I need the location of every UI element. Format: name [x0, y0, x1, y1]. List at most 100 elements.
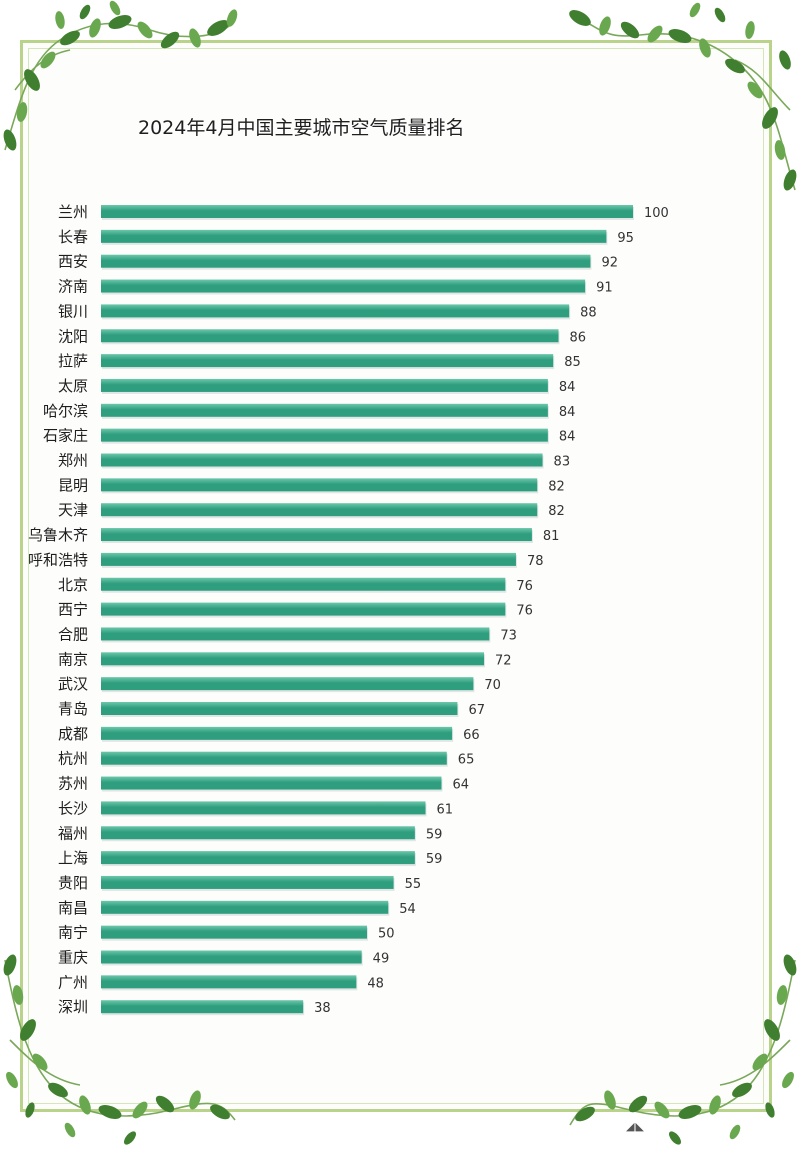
leaf-icon: [752, 1053, 768, 1071]
category-label: 贵阳: [58, 874, 88, 892]
category-label: 杭州: [58, 750, 88, 768]
bar-25: [101, 826, 415, 840]
value-label: 81: [543, 529, 560, 544]
category-label: 昆明: [58, 476, 88, 494]
category-label: 重庆: [58, 949, 88, 967]
leaf-icon: [210, 1104, 230, 1120]
bar-17: [101, 627, 490, 641]
category-label: 南京: [58, 650, 88, 668]
leaf-icon: [109, 0, 121, 16]
value-label: 91: [596, 281, 613, 296]
leaf-icon: [783, 954, 797, 976]
bar-20: [101, 702, 458, 715]
value-label: 50: [378, 927, 395, 942]
value-label: 84: [559, 380, 576, 395]
value-label: 61: [437, 802, 454, 817]
leaf-icon: [628, 1095, 648, 1113]
leaf-icon: [64, 1122, 76, 1138]
leaf-icon: [108, 15, 132, 29]
leaf-icon: [699, 38, 711, 58]
leaf-icon: [745, 21, 755, 39]
value-label: 84: [559, 430, 576, 445]
leaf-icon: [783, 169, 797, 191]
leaf-icon: [226, 9, 238, 27]
chart-title: 2024年4月中国主要城市空气质量排名: [138, 117, 465, 139]
category-label: 长春: [58, 228, 88, 246]
bar-11: [101, 478, 538, 492]
leaf-icon: [189, 1090, 201, 1110]
value-label: 38: [314, 1001, 331, 1016]
leaf-icon: [689, 2, 701, 18]
value-label: 73: [500, 628, 517, 643]
leaf-icon: [774, 140, 786, 160]
vine-stem: [14, 49, 71, 91]
category-label: 太原: [58, 377, 88, 395]
leaf-icon: [714, 7, 726, 23]
leaf-icon: [155, 1095, 175, 1113]
category-label: 乌鲁木齐: [28, 526, 88, 544]
value-label: 85: [564, 355, 581, 370]
category-label: 北京: [58, 576, 88, 594]
bar-0: [101, 205, 633, 218]
bar-21: [101, 726, 453, 740]
category-label: 福州: [58, 824, 88, 842]
bar-12: [101, 503, 538, 517]
category-label: 天津: [58, 501, 88, 519]
leaf-icon: [40, 51, 56, 69]
leaf-icon: [599, 16, 611, 36]
category-label: 上海: [58, 849, 88, 867]
category-label: 呼和浩特: [28, 551, 88, 569]
leaf-icon: [16, 102, 28, 122]
bar-27: [101, 875, 394, 889]
leaf-icon: [779, 50, 791, 70]
page-frame-inner: [28, 48, 764, 1104]
leaf-icon: [3, 954, 17, 976]
leaf-icon: [24, 69, 40, 91]
value-label: 95: [617, 231, 634, 246]
bar-15: [101, 577, 506, 591]
leaf-icon: [189, 28, 201, 48]
leaf-icon: [132, 1101, 148, 1119]
bar-22: [101, 751, 447, 765]
bar-23: [101, 776, 442, 790]
leaf-icon: [55, 11, 65, 29]
category-label: 武汉: [58, 675, 88, 693]
value-label: 82: [548, 479, 565, 494]
value-label: 65: [458, 753, 475, 768]
bar-26: [101, 851, 415, 865]
leaf-icon: [20, 1019, 36, 1041]
leaf-icon: [668, 29, 692, 43]
bar-5: [101, 329, 559, 343]
category-label: 西宁: [58, 601, 88, 619]
leaf-icon: [747, 81, 763, 99]
bar-10: [101, 453, 543, 467]
category-label: 沈阳: [58, 327, 88, 345]
value-label: 76: [516, 604, 533, 619]
category-label: 南宁: [58, 924, 88, 942]
bar-2: [101, 254, 591, 268]
bar-16: [101, 602, 506, 616]
leaf-icon: [575, 1106, 595, 1122]
value-label: 70: [484, 678, 501, 693]
value-label: 84: [559, 405, 576, 420]
bar-28: [101, 900, 389, 914]
leaf-icon: [124, 1131, 136, 1145]
bar-14: [101, 552, 516, 566]
bar-24: [101, 801, 426, 815]
leaf-icon: [709, 1095, 721, 1115]
value-label: 82: [548, 504, 565, 519]
leaf-icon: [765, 1102, 775, 1118]
category-label: 南昌: [58, 899, 88, 917]
leaf-icon: [160, 31, 180, 49]
bar-29: [101, 925, 367, 939]
value-label: 59: [426, 827, 443, 842]
category-label: 青岛: [58, 700, 88, 718]
watermark: ◢◣: [626, 1120, 645, 1133]
value-label: 55: [405, 877, 422, 892]
value-label: 83: [554, 455, 571, 470]
leaf-icon: [137, 21, 153, 39]
value-label: 49: [373, 952, 390, 967]
leaf-icon: [98, 1105, 122, 1119]
